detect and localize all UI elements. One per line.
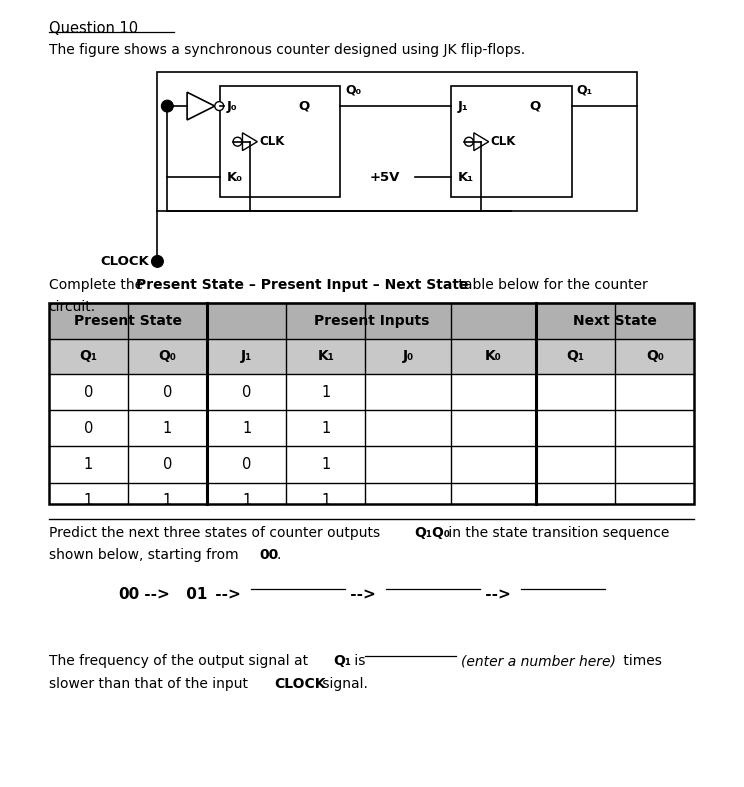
Text: Q₁: Q₁: [567, 349, 585, 364]
Text: J₁: J₁: [241, 349, 252, 364]
Text: 1: 1: [242, 493, 251, 508]
Text: Complete the: Complete the: [48, 279, 147, 292]
Text: times: times: [619, 654, 662, 668]
Text: K₀: K₀: [485, 349, 501, 364]
Text: 00: 00: [118, 587, 139, 602]
Text: Question 10: Question 10: [48, 21, 138, 36]
Circle shape: [161, 100, 173, 112]
Text: in the state transition sequence: in the state transition sequence: [444, 526, 670, 540]
Text: 01: 01: [181, 587, 207, 602]
Bar: [48, 303, 694, 504]
Text: CLK: CLK: [490, 135, 516, 148]
Text: Q₁: Q₁: [333, 654, 351, 668]
Text: K₁: K₁: [458, 171, 474, 184]
Text: shown below, starting from: shown below, starting from: [48, 549, 243, 563]
Text: 1: 1: [83, 493, 93, 508]
Text: 0: 0: [83, 421, 93, 436]
Text: Q: Q: [298, 100, 310, 113]
Text: CLOCK: CLOCK: [274, 677, 326, 691]
Text: Q₀: Q₀: [158, 349, 176, 364]
Text: K₀: K₀: [227, 171, 243, 184]
Text: Present Inputs: Present Inputs: [314, 314, 429, 327]
Text: 1: 1: [321, 457, 330, 472]
Bar: [207, 338, 286, 374]
Text: J₀: J₀: [227, 100, 237, 113]
Text: 1: 1: [321, 421, 330, 436]
Text: circuit.: circuit.: [48, 300, 96, 314]
Bar: [48, 482, 694, 519]
Text: K₁: K₁: [318, 349, 334, 364]
Text: 0: 0: [163, 385, 172, 400]
Text: 1: 1: [321, 385, 330, 400]
Text: -->: -->: [481, 587, 511, 602]
Text: 1: 1: [83, 457, 93, 472]
Text: Q₁Q₀: Q₁Q₀: [414, 526, 450, 540]
Circle shape: [464, 137, 473, 146]
Text: The frequency of the output signal at: The frequency of the output signal at: [48, 654, 312, 668]
Text: .: .: [277, 549, 281, 563]
Text: 1: 1: [321, 493, 330, 508]
Polygon shape: [187, 92, 215, 120]
Text: (enter a number here): (enter a number here): [461, 654, 616, 668]
Text: signal.: signal.: [318, 677, 368, 691]
Text: Next State: Next State: [573, 314, 657, 327]
Text: CLOCK: CLOCK: [100, 255, 150, 268]
Bar: [48, 338, 128, 374]
Circle shape: [215, 102, 224, 110]
Polygon shape: [474, 133, 489, 150]
Text: -->: -->: [345, 587, 376, 602]
Bar: [536, 303, 694, 338]
Text: The figure shows a synchronous counter designed using JK flip-flops.: The figure shows a synchronous counter d…: [48, 42, 525, 57]
Text: 00: 00: [259, 549, 278, 563]
Circle shape: [152, 256, 164, 268]
Text: 0: 0: [163, 457, 172, 472]
Text: Present State – Present Input – Next State: Present State – Present Input – Next Sta…: [135, 279, 468, 292]
Text: slower than that of the input: slower than that of the input: [48, 677, 252, 691]
Circle shape: [233, 137, 242, 146]
Text: 0: 0: [242, 385, 251, 400]
Bar: [48, 303, 207, 338]
Text: 0: 0: [242, 457, 251, 472]
Bar: [158, 72, 637, 211]
Bar: [365, 338, 451, 374]
Text: 1: 1: [242, 421, 251, 436]
Text: Predict the next three states of counter outputs: Predict the next three states of counter…: [48, 526, 384, 540]
Text: Q₀: Q₀: [646, 349, 664, 364]
Text: +5V: +5V: [370, 171, 400, 184]
Bar: [48, 446, 694, 482]
Text: Present State: Present State: [74, 314, 182, 327]
Text: Q₁: Q₁: [80, 349, 97, 364]
Bar: [536, 338, 615, 374]
Bar: [128, 338, 207, 374]
Text: Q: Q: [530, 100, 541, 113]
Text: -->: -->: [211, 587, 241, 602]
Bar: [219, 87, 340, 197]
Text: J₀: J₀: [403, 349, 414, 364]
Text: is: is: [350, 654, 365, 668]
Text: -->: -->: [139, 587, 170, 602]
Bar: [207, 303, 536, 338]
Bar: [615, 338, 694, 374]
Text: 1: 1: [163, 421, 172, 436]
Bar: [451, 87, 571, 197]
Text: Q₀: Q₀: [345, 83, 362, 96]
Text: Q₁: Q₁: [577, 83, 593, 96]
Polygon shape: [243, 133, 257, 150]
Text: 1: 1: [163, 493, 172, 508]
Bar: [48, 410, 694, 446]
Bar: [451, 338, 536, 374]
Bar: [286, 338, 365, 374]
Text: CLK: CLK: [259, 135, 285, 148]
Bar: [48, 374, 694, 410]
Text: table below for the counter: table below for the counter: [454, 279, 648, 292]
Text: J₁: J₁: [458, 100, 469, 113]
Text: 0: 0: [83, 385, 93, 400]
